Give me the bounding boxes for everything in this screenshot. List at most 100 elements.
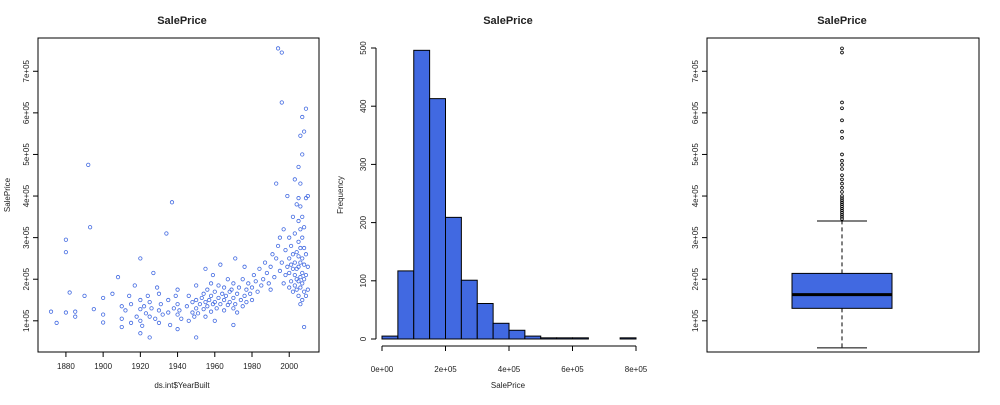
scatter-point [268, 264, 273, 269]
scatter-point [302, 277, 307, 282]
scatter-point [147, 314, 152, 319]
histogram-bar [508, 329, 526, 340]
scatter-point [285, 193, 290, 199]
scatter-point [279, 260, 284, 265]
scatter-point [302, 289, 307, 294]
boxplot-outlier [840, 106, 844, 111]
histogram-plot: SalePrice SalePrice Frequency 0e+00 2e+05… [336, 15, 648, 390]
scatter-point [305, 193, 310, 199]
scatter-point [298, 133, 303, 138]
histogram-bar [524, 335, 542, 340]
scatter-x-tick-label: 1940 [169, 362, 187, 371]
scatter-y-tick-label: 6e+05 [22, 101, 31, 124]
scatter-point [283, 248, 288, 253]
scatter-point [156, 320, 162, 325]
scatter-point [274, 181, 279, 186]
scatter-point [73, 309, 78, 314]
scatter-point [279, 100, 284, 105]
scatter-point [261, 277, 266, 282]
scatter-point [147, 335, 152, 340]
scatter-point [73, 314, 78, 319]
histogram-bar [397, 270, 415, 340]
boxplot-outlier [840, 177, 844, 182]
histogram-panel: SalePrice SalePrice Frequency 0e+00 2e+05… [333, 0, 666, 400]
scatter-point [138, 307, 143, 312]
scatter-point [175, 302, 180, 307]
histogram-bar [476, 302, 494, 340]
boxplot-outlier [840, 50, 844, 55]
scatter-point [195, 311, 201, 316]
scatter-point [194, 283, 199, 288]
scatter-point [300, 152, 305, 157]
scatter-point [231, 295, 236, 301]
scatter-point [235, 291, 240, 296]
scatter-point [270, 252, 275, 257]
scatter-point [287, 256, 292, 261]
scatter-point [296, 239, 301, 244]
scatter-point [186, 318, 191, 323]
boxplot-outlier [840, 100, 844, 105]
scatter-point [223, 293, 229, 298]
boxplot-outlier [840, 185, 844, 190]
scatter-point [290, 252, 296, 257]
scatter-point [231, 281, 236, 286]
boxplot-title: SalePrice [817, 15, 867, 27]
scatter-point [203, 314, 208, 319]
scatter-point [145, 293, 150, 298]
boxplot-y-tick-label: 6e+05 [691, 101, 700, 124]
scatter-point [216, 295, 221, 301]
scatter-point [175, 312, 180, 317]
scatter-point [164, 231, 169, 236]
scatter-xlabel: ds.int$YearBuilt [154, 381, 210, 390]
scatter-y-tick-label: 7e+05 [22, 59, 31, 82]
scatter-point [171, 306, 176, 311]
histogram-y-tick-label: 200 [359, 215, 368, 229]
boxplot-outlier [840, 204, 844, 209]
scatter-point [143, 311, 149, 316]
histogram-x-tick-label: 0e+00 [371, 365, 394, 374]
scatter-point [190, 299, 195, 305]
scatter-point [119, 316, 124, 321]
scatter-point [302, 225, 307, 230]
scatter-point [303, 252, 309, 257]
scatter-point [298, 245, 303, 251]
scatter-point [233, 302, 238, 307]
scatter-point [240, 304, 245, 309]
scatter-point [305, 264, 310, 269]
scatter-point [208, 309, 214, 314]
scatter-point [110, 291, 115, 296]
boxplot-y-tick-label: 5e+05 [691, 143, 700, 166]
scatter-point [225, 277, 230, 282]
scatter-point [262, 260, 268, 265]
scatter-point [302, 245, 307, 251]
scatter-point [101, 295, 106, 301]
scatter-point [201, 307, 206, 312]
scatter-point [186, 293, 191, 298]
scatter-point [277, 268, 283, 274]
scatter-point [158, 302, 163, 307]
histogram-x-tick-label: 4e+05 [498, 365, 521, 374]
scatter-point [138, 318, 143, 323]
scatter-point [259, 283, 264, 288]
scatter-point [160, 312, 165, 317]
scatter-point [300, 114, 305, 120]
histogram-y-tick-label: 300 [359, 157, 368, 171]
boxplot-outlier [840, 46, 844, 51]
scatter-point [268, 287, 273, 292]
histogram-y-tick-label: 0 [359, 336, 368, 341]
scatter-point [302, 262, 307, 267]
scatter-point [221, 285, 227, 290]
scatter-point [192, 314, 197, 319]
histogram-title: SalePrice [483, 15, 533, 27]
scatter-point [300, 281, 305, 286]
scatter-y-tick-label: 2e+05 [22, 267, 31, 290]
boxplot-outlier [840, 167, 844, 171]
scatter-point [287, 235, 292, 240]
boxplot-outlier [840, 158, 844, 163]
boxplot-outlier [840, 173, 844, 178]
histogram-x-tick-label: 2e+05 [434, 365, 457, 374]
scatter-point [238, 297, 243, 303]
scatter-point [292, 272, 297, 278]
histogram-y-tick-label: 100 [359, 274, 368, 288]
scatter-point [296, 218, 301, 224]
